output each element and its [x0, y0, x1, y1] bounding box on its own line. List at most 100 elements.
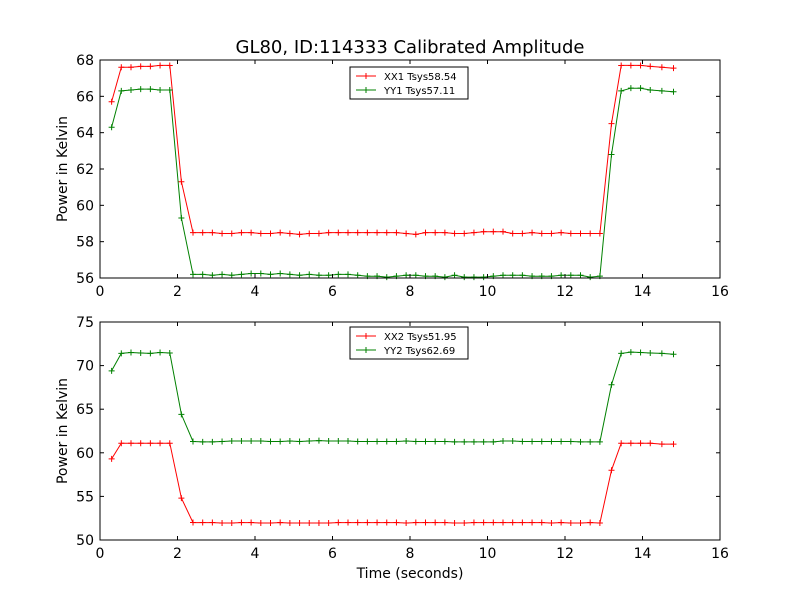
data-point — [587, 519, 594, 526]
data-point — [432, 519, 439, 526]
data-point — [157, 62, 164, 69]
data-point — [470, 519, 477, 526]
data-point — [248, 519, 255, 526]
y-tick-label: 66 — [76, 89, 94, 105]
data-point — [577, 438, 584, 445]
data-point — [587, 274, 594, 281]
data-point — [267, 271, 274, 278]
data-point — [325, 519, 332, 526]
data-point — [108, 124, 115, 131]
legend: XX2 Tsys51.95 YY2 Tsys62.69 — [349, 326, 469, 360]
data-point — [118, 440, 125, 447]
data-point — [461, 274, 468, 281]
data-point — [354, 272, 361, 279]
data-point — [306, 438, 313, 445]
x-tick-label: 14 — [634, 546, 652, 562]
chart-title: GL80, ID:114333 Calibrated Amplitude — [236, 37, 585, 58]
x-tick-label: 16 — [711, 546, 729, 562]
data-point — [157, 86, 164, 93]
data-point — [354, 438, 361, 445]
data-point — [157, 349, 164, 356]
data-point — [461, 519, 468, 526]
data-point — [228, 230, 235, 237]
data-point — [627, 440, 634, 447]
data-point — [219, 519, 226, 526]
data-point — [548, 230, 555, 237]
data-point — [257, 270, 264, 277]
data-point — [627, 62, 634, 69]
data-point — [441, 438, 448, 445]
data-point — [538, 438, 545, 445]
data-point — [451, 230, 458, 237]
data-point — [190, 271, 196, 278]
data-point — [286, 519, 293, 526]
data-point — [500, 228, 506, 235]
legend-marker — [363, 333, 369, 339]
data-point — [412, 272, 419, 279]
data-point — [412, 231, 419, 238]
data-point — [178, 495, 185, 502]
data-point — [325, 438, 332, 445]
data-point — [432, 438, 439, 445]
data-point — [509, 230, 516, 237]
data-point — [364, 438, 371, 445]
data-point — [383, 274, 390, 281]
data-point — [147, 86, 154, 93]
data-point — [306, 271, 313, 278]
data-point — [219, 230, 226, 237]
y-tick-label: 60 — [76, 198, 94, 214]
data-point — [637, 349, 644, 356]
data-point — [558, 519, 565, 526]
data-point — [558, 438, 565, 445]
x-tick-label: 12 — [556, 546, 574, 562]
data-point — [267, 519, 274, 526]
data-point — [637, 440, 644, 447]
data-point — [257, 519, 264, 526]
data-point — [209, 438, 216, 445]
data-point — [647, 86, 654, 93]
data-point — [500, 519, 506, 526]
data-point — [403, 519, 410, 526]
data-point — [618, 350, 625, 357]
data-point — [393, 229, 400, 236]
data-point — [178, 411, 185, 418]
data-point — [108, 455, 115, 462]
data-point — [277, 270, 284, 277]
data-point — [577, 230, 584, 237]
data-point — [441, 519, 448, 526]
data-point — [190, 229, 196, 236]
data-point — [238, 229, 245, 236]
data-point — [637, 62, 644, 69]
data-point — [374, 438, 381, 445]
y-tick-label: 60 — [76, 446, 94, 462]
data-point — [296, 272, 303, 279]
data-point — [618, 62, 625, 69]
legend-marker — [363, 347, 369, 353]
data-point — [461, 438, 468, 445]
data-point — [618, 87, 625, 94]
data-point — [509, 438, 516, 445]
x-axis-label: Time (seconds) — [356, 566, 464, 582]
data-point — [267, 438, 274, 445]
x-tick-label: 6 — [328, 546, 337, 562]
data-point — [577, 519, 584, 526]
y-axis-label: Power in Kelvin — [55, 116, 71, 222]
y-tick-label: 68 — [76, 53, 94, 69]
data-point — [480, 519, 487, 526]
data-point — [596, 230, 603, 237]
data-point — [190, 519, 196, 526]
data-point — [137, 440, 144, 447]
data-point — [490, 438, 497, 445]
series-2-1 — [108, 440, 677, 526]
data-point — [166, 86, 173, 93]
data-point — [558, 272, 565, 279]
data-point — [128, 440, 134, 447]
data-point — [480, 228, 487, 235]
series-2-2 — [108, 349, 677, 445]
data-point — [567, 230, 574, 237]
data-point — [451, 438, 458, 445]
x-tick-label: 16 — [711, 284, 729, 300]
data-point — [137, 63, 144, 70]
data-point — [118, 350, 125, 357]
